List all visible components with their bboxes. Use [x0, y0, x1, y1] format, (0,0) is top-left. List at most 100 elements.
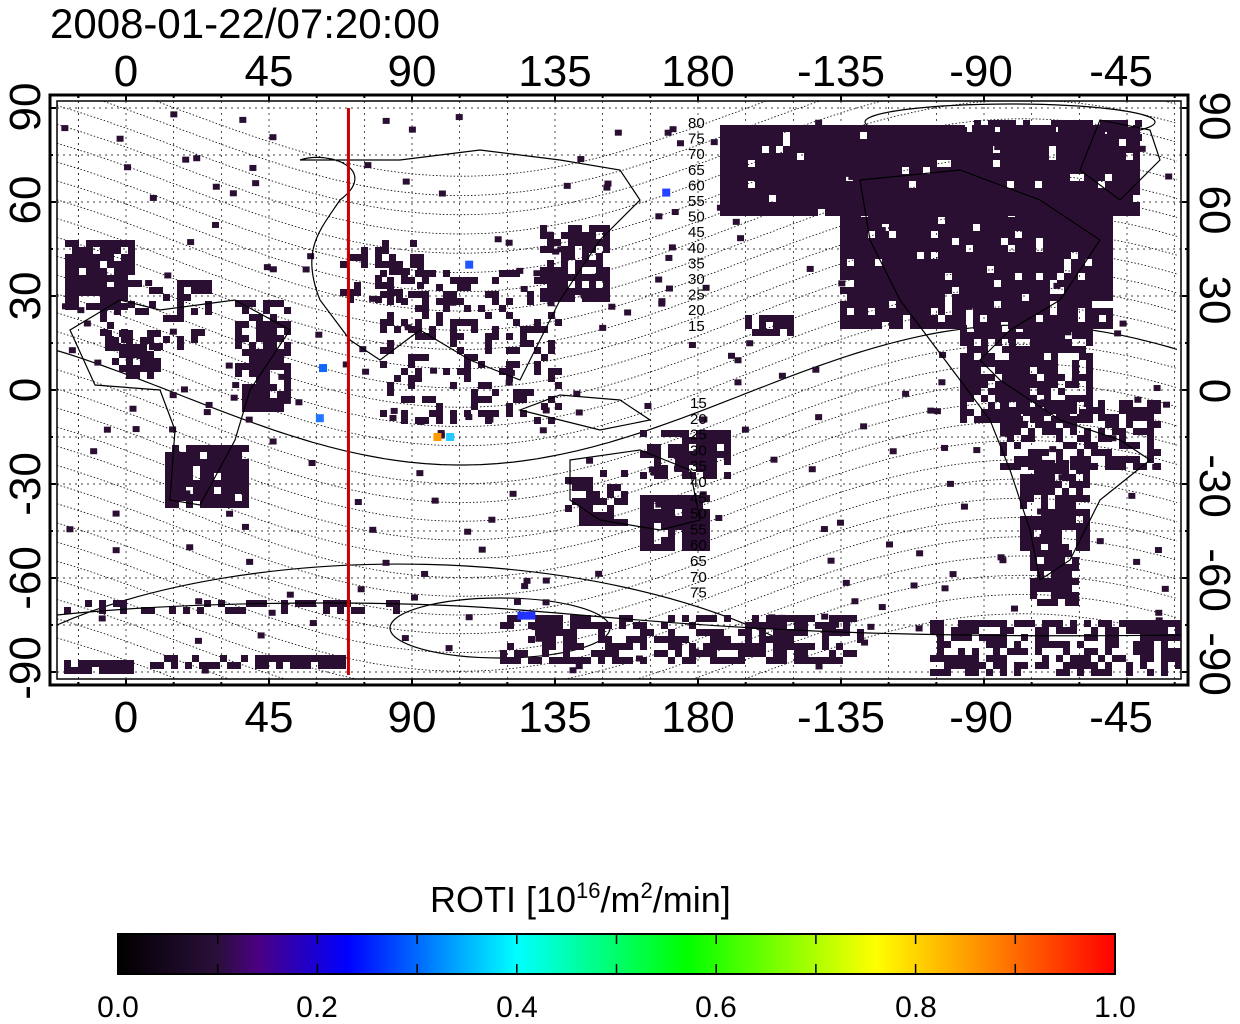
- roti-cell: [1041, 474, 1048, 481]
- roti-cell: [120, 600, 127, 607]
- roti-cell: [973, 287, 980, 294]
- roti-cell: [945, 322, 952, 329]
- roti-cell: [1028, 139, 1035, 146]
- roti-cell: [703, 465, 710, 472]
- roti-cell: [1022, 210, 1029, 217]
- roti-cell: [673, 465, 681, 472]
- roti-cell: [896, 231, 903, 238]
- roti-cell: [207, 459, 214, 466]
- roti-cell: [1105, 153, 1112, 160]
- roti-cell: [981, 134, 988, 141]
- roti-cell: [917, 315, 924, 322]
- roti-cell: [596, 260, 603, 267]
- roti-cell: [429, 333, 436, 340]
- roti-cell: [1147, 442, 1154, 449]
- roti-cell: [909, 174, 916, 181]
- roti-cell: [981, 339, 988, 346]
- roti-cell: [1050, 210, 1057, 217]
- roti-cell: [741, 174, 748, 181]
- roti-cell: [1051, 381, 1058, 388]
- roti-cell: [332, 662, 339, 669]
- roti-cell: [163, 315, 170, 322]
- roti-cell: [930, 153, 937, 160]
- roti-cell: [1037, 578, 1044, 585]
- roti-cell: [944, 125, 951, 132]
- roti-cell: [794, 629, 801, 636]
- roti-cell: [847, 252, 854, 259]
- roti-cell: [382, 240, 389, 247]
- roti-cell: [1058, 325, 1065, 332]
- roti-cell: [995, 332, 1002, 339]
- roti-cell: [1070, 407, 1077, 414]
- roti-cell: [846, 202, 853, 209]
- roti-cell: [194, 637, 202, 644]
- roti-cell: [283, 397, 291, 404]
- roti-cell: [408, 354, 415, 361]
- roti-cell: [184, 294, 191, 301]
- roti-cell: [1112, 132, 1119, 139]
- roti-cell: [443, 270, 450, 277]
- roti-cell: [1000, 655, 1007, 662]
- roti-cell: [1119, 209, 1126, 216]
- roti-cell: [875, 273, 882, 280]
- roti-cell: [731, 643, 738, 650]
- roti-cell: [959, 224, 966, 231]
- roti-cell: [959, 280, 966, 287]
- roti-cell: [1083, 544, 1090, 551]
- roti-cell: [235, 342, 242, 349]
- roti-cell: [1085, 294, 1092, 301]
- roti-cell: [797, 174, 804, 181]
- roti-cell: [1000, 407, 1007, 414]
- roti-cell: [548, 368, 555, 375]
- roti-cell: [586, 457, 594, 464]
- roti-cell: [554, 274, 561, 281]
- roti-cell: [875, 308, 882, 315]
- roti-cell: [847, 294, 854, 301]
- roti-cell: [924, 217, 931, 224]
- roti-cell: [598, 622, 605, 629]
- dip-contour-line: [57, 497, 1178, 635]
- roti-cell: [965, 627, 972, 634]
- roti-cell: [1140, 627, 1147, 634]
- roti-cell: [811, 174, 818, 181]
- roti-cell: [1044, 127, 1051, 134]
- roti-cell: [923, 181, 930, 188]
- roti-cell: [804, 188, 811, 195]
- roti-cell: [640, 643, 647, 650]
- roti-cell: [1099, 294, 1106, 301]
- roti-cell: [492, 333, 499, 340]
- colorbar-tick-2: 0.4: [496, 991, 538, 1024]
- roti-cell: [868, 315, 875, 322]
- roti-cell: [547, 267, 554, 274]
- roti-cell: [696, 437, 703, 444]
- right-tick-30: 30: [1190, 276, 1239, 325]
- roti-cell: [200, 501, 207, 508]
- roti-cell: [895, 125, 902, 132]
- roti-cell: [1070, 442, 1077, 449]
- roti-cell: [1000, 125, 1007, 132]
- roti-cell: [396, 261, 403, 268]
- roti-cell: [1009, 360, 1016, 367]
- roti-cell: [1072, 578, 1079, 585]
- roti-cell: [1014, 421, 1021, 428]
- roti-cell: [1064, 245, 1071, 252]
- roti-cell: [242, 473, 249, 480]
- roti-cell: [577, 643, 584, 650]
- roti-cell: [959, 287, 966, 294]
- roti-cell: [1119, 463, 1126, 470]
- roti-cell: [235, 335, 242, 342]
- roti-cell: [1009, 367, 1016, 374]
- roti-cell: [973, 210, 980, 217]
- roti-cell: [568, 253, 575, 260]
- roti-cell: [1056, 627, 1063, 634]
- roti-cell: [1119, 407, 1126, 414]
- roti-cell: [755, 209, 762, 216]
- roti-cell: [193, 155, 201, 162]
- roti-cell: [297, 655, 304, 662]
- roti-cell: [229, 190, 237, 197]
- roti-cell: [596, 267, 603, 274]
- roti-cell: [520, 333, 527, 340]
- roti-cell: [436, 417, 443, 424]
- roti-cell: [1051, 360, 1058, 367]
- roti-cell: [734, 125, 741, 132]
